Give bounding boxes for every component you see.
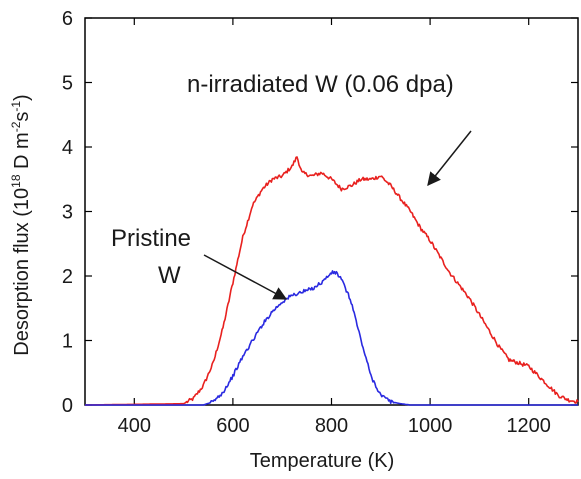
y-axis-ticks: 0 1 2 3 4 5 6 [62,8,578,417]
x-tick-label: 400 [118,415,151,437]
y-tick-label: 6 [62,8,73,30]
x-axis-label: Temperature (K) [250,450,395,472]
series-line-pristine [85,270,578,406]
y-tick-label: 1 [62,331,73,353]
y-tick-label: 2 [62,266,73,288]
y-axis-label: Desorption flux (1018 D m-2s-1) [9,94,33,355]
y-tick-label: 0 [62,395,73,417]
x-tick-label: 1200 [506,415,551,437]
y-tick-label: 4 [62,137,73,159]
annotation-pristine-label-line1: Pristine [111,225,191,252]
x-tick-label: 600 [216,415,249,437]
series-line-irradiated [85,156,579,406]
series-layer [85,156,579,406]
x-tick-label: 800 [315,415,348,437]
y-tick-label: 5 [62,73,73,95]
annotation-pristine-arrow [203,254,288,300]
x-tick-label: 1000 [408,415,453,437]
x-axis-ticks: 400 600 800 1000 1200 [118,18,551,437]
annotation-irradiated-label: n-irradiated W (0.06 dpa) [187,71,454,98]
annotation-pristine-label-line2: W [158,262,181,289]
y-tick-label: 3 [62,202,73,224]
annotation-irradiated-arrow [427,130,472,187]
